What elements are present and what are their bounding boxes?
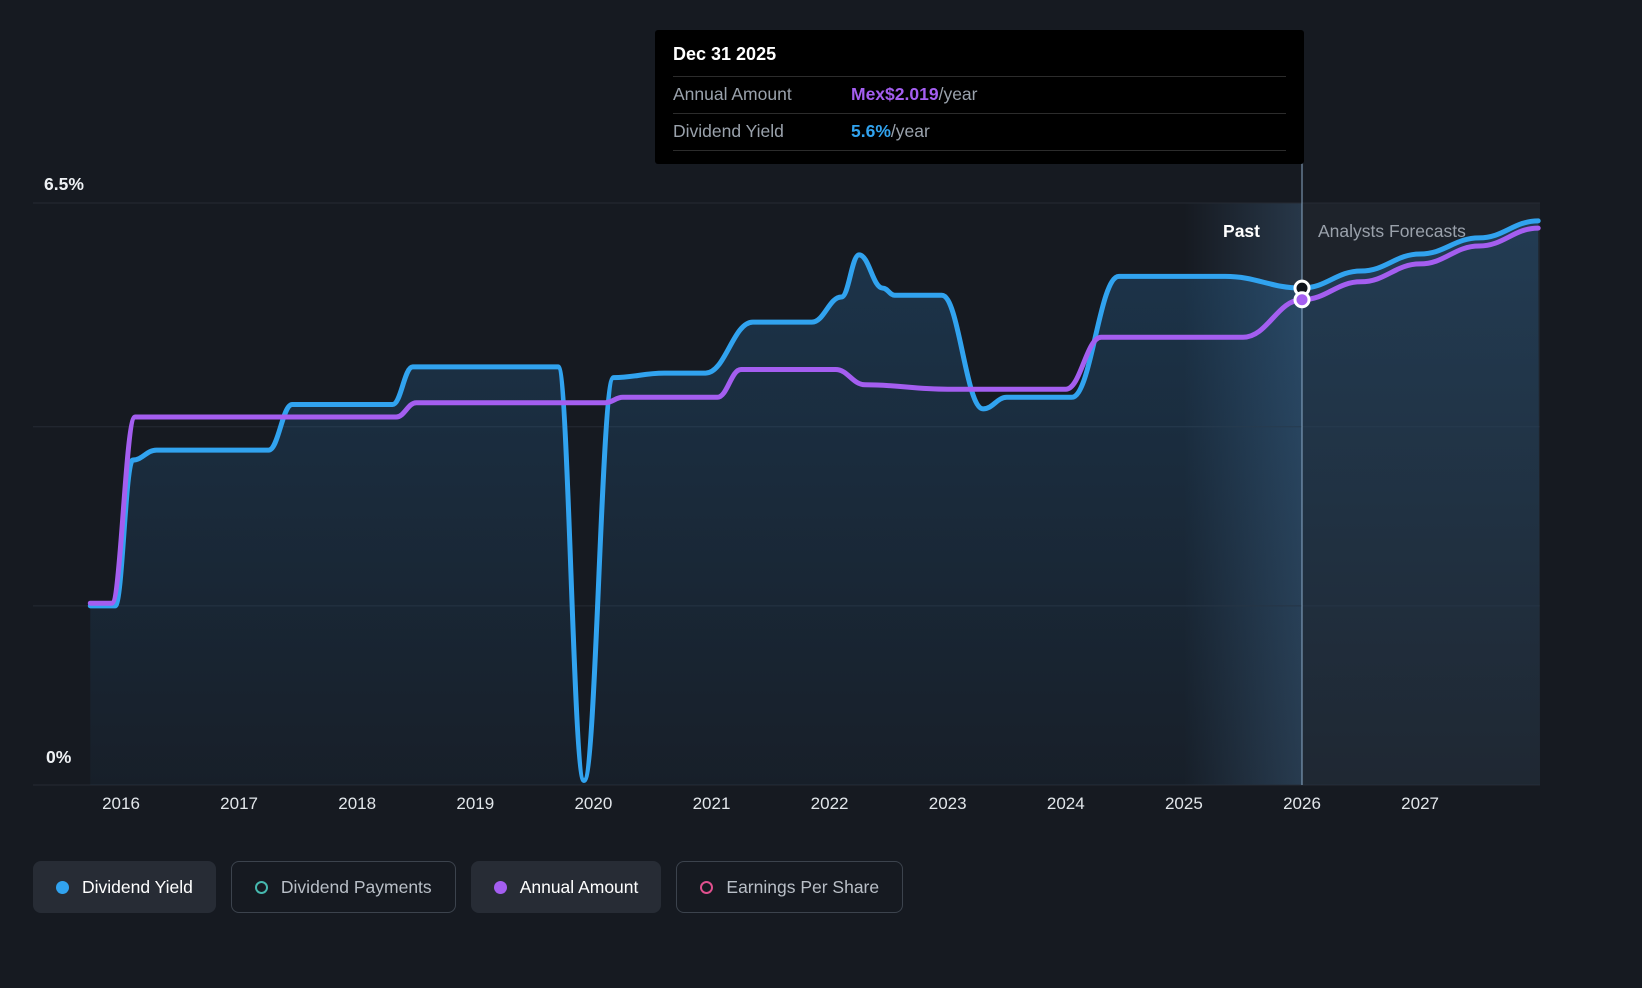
tooltip-dividend-yield-value: 5.6%: [851, 121, 891, 141]
x-axis-label-2021: 2021: [692, 794, 731, 813]
legend-annual-amount-button[interactable]: Annual Amount: [470, 861, 662, 913]
dividend-yield-line: [87, 218, 1541, 783]
x-axis-label-2020: 2020: [574, 794, 613, 813]
x-axis-label-2023: 2023: [928, 794, 967, 813]
legend-annual-amount-label: Annual Amount: [519, 876, 639, 897]
x-axis-label-2025: 2025: [1164, 794, 1203, 813]
chart-legend: Dividend Yield Dividend Payments Annual …: [33, 861, 904, 913]
x-axis-label-2017: 2017: [220, 794, 258, 813]
tooltip-annual-amount-value: Mex$2.019: [851, 84, 939, 104]
dividend-yield-swatch-icon: [56, 880, 69, 894]
x-axis-label-2016: 2016: [102, 794, 140, 813]
analysts-forecasts-label: Analysts Forecasts: [1318, 221, 1466, 241]
annual-amount-line: [87, 225, 1541, 606]
y-axis-max-label: 6.5%: [44, 174, 84, 194]
x-axis-label-2026: 2026: [1283, 794, 1321, 813]
legend-dividend-yield-label: Dividend Yield: [82, 876, 193, 897]
past-label: Past: [1223, 221, 1260, 241]
x-axis-label-2018: 2018: [338, 794, 377, 813]
earnings-per-share-swatch-icon: [700, 880, 714, 894]
tooltip-dividend-yield-suffix: /year: [890, 121, 930, 141]
x-axis: 2016 2017 2018 2019 2020 2021 2022 2023 2024 2025…: [0, 794, 1642, 820]
dividend-payments-swatch-icon: [254, 880, 268, 894]
dividend-yield-area: [90, 220, 1540, 785]
tooltip-date: Dec 31 2025: [673, 44, 1286, 77]
tooltip-annual-amount-label: Annual Amount: [673, 84, 792, 104]
annual-amount-marker[interactable]: [1293, 291, 1311, 309]
tooltip-dividend-yield-label: Dividend Yield: [673, 121, 784, 141]
x-axis-label-2027: 2027: [1401, 794, 1439, 813]
tooltip-annual-amount-suffix: /year: [938, 84, 978, 104]
chart-tooltip: Dec 31 2025 Annual Amount Mex$2.019/year…: [655, 30, 1304, 164]
tooltip-dividend-yield-row: Dividend Yield 5.6%/year: [673, 114, 1286, 151]
legend-dividend-payments-label: Dividend Payments: [280, 876, 432, 897]
x-axis-label-2019: 2019: [456, 794, 495, 813]
legend-earnings-per-share-button[interactable]: Earnings Per Share: [676, 861, 904, 913]
annual-amount-swatch-icon: [493, 880, 507, 894]
y-axis-min-label: 0%: [46, 747, 72, 767]
x-axis-label-2022: 2022: [810, 794, 849, 813]
legend-dividend-yield-button[interactable]: Dividend Yield: [33, 861, 216, 913]
x-axis-label-2024: 2024: [1046, 794, 1085, 813]
legend-dividend-payments-button[interactable]: Dividend Payments: [230, 861, 456, 913]
tooltip-annual-amount-row: Annual Amount Mex$2.019/year: [673, 77, 1286, 114]
legend-earnings-per-share-label: Earnings Per Share: [726, 876, 880, 897]
